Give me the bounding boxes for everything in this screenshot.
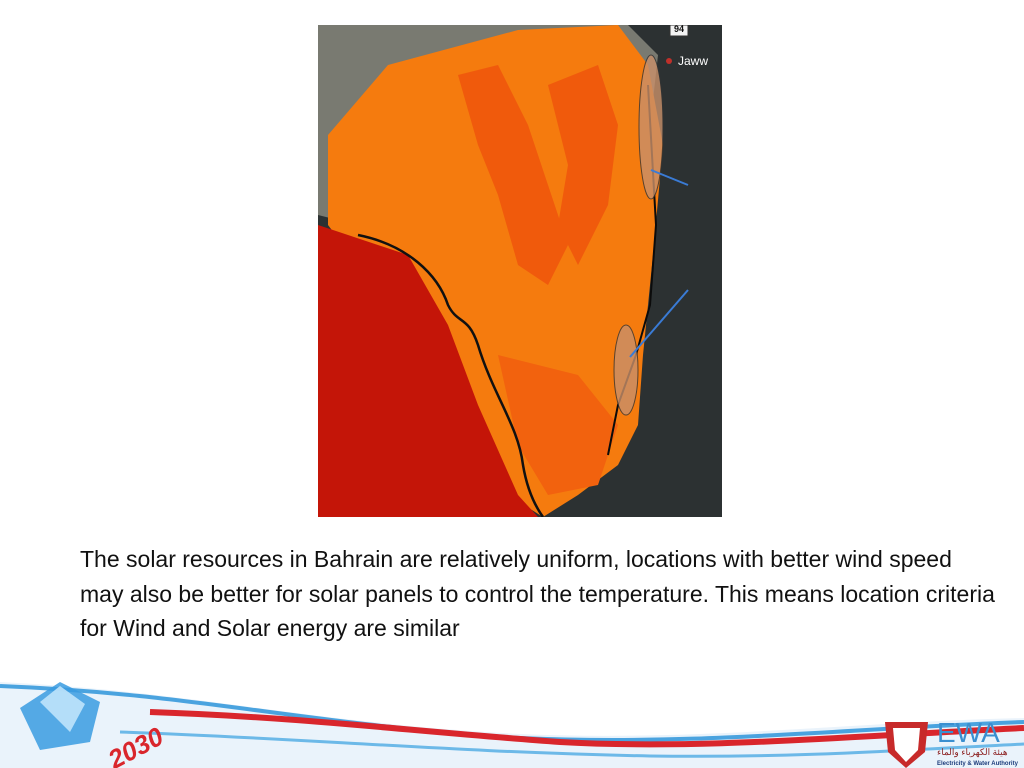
- body-text: The solar resources in Bahrain are relat…: [80, 546, 995, 641]
- brand: EWA: [937, 717, 1000, 748]
- solar-map: 94 Jaww: [318, 25, 722, 517]
- road-label: 94: [674, 25, 684, 34]
- brand-english: Electricity & Water Authority: [937, 761, 1019, 767]
- brand-arabic: هيئة الكهرباء والماء: [937, 747, 1008, 758]
- place-label: Jaww: [678, 54, 708, 68]
- footer-banner: 2030 EWA هيئة الكهرباء والماء Electricit…: [0, 682, 1024, 768]
